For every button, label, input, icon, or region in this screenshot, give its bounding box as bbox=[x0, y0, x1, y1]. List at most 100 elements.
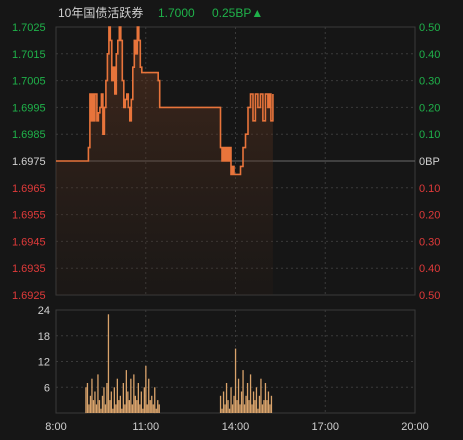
current-price: 1.7000 bbox=[158, 6, 195, 20]
volume-bar bbox=[85, 387, 87, 414]
volume-bar bbox=[149, 400, 151, 413]
left-tick-label: 1.6925 bbox=[12, 290, 46, 302]
volume-bar bbox=[251, 404, 253, 413]
x-tick-label: 20:00 bbox=[401, 421, 429, 433]
right-bp-axis: 0.50 0.40 0.30 0.20 0.10 0BP 0.10 0.20 0.30 0.40 0… bbox=[419, 22, 440, 302]
volume-bar bbox=[221, 408, 223, 413]
volume-bar bbox=[112, 408, 114, 413]
volume-bar bbox=[134, 395, 136, 413]
volume-bar bbox=[228, 408, 231, 413]
volume-bar bbox=[103, 387, 105, 414]
right-tick-label: 0.10 bbox=[419, 129, 440, 141]
price-area-fill bbox=[56, 27, 273, 295]
volume-bar bbox=[261, 404, 264, 413]
right-tick-label: 0.10 bbox=[419, 183, 440, 195]
volume-bar bbox=[227, 400, 229, 413]
volume-bar bbox=[239, 404, 241, 413]
volume-bar bbox=[115, 404, 117, 413]
volume-bar bbox=[242, 370, 244, 413]
x-tick-label: 8:00 bbox=[45, 421, 66, 433]
volume-bar bbox=[224, 404, 226, 413]
left-tick-label: 1.6935 bbox=[12, 263, 46, 275]
volume-bar bbox=[158, 404, 160, 413]
volume-axis: 24 18 12 6 bbox=[38, 305, 50, 394]
right-tick-label: 0.40 bbox=[419, 263, 440, 275]
right-tick-label: 0.20 bbox=[419, 210, 440, 222]
volume-bar bbox=[101, 395, 104, 413]
volume-bar bbox=[230, 387, 232, 414]
volume-bar bbox=[237, 378, 240, 413]
volume-bar bbox=[98, 400, 101, 413]
volume-bar bbox=[137, 383, 139, 413]
volume-bar bbox=[116, 378, 118, 413]
volume-bar bbox=[245, 395, 247, 413]
volume-bar bbox=[219, 395, 222, 413]
volume-bar bbox=[91, 378, 93, 413]
volume-bar bbox=[248, 400, 250, 413]
volume-bar bbox=[89, 395, 92, 413]
right-tick-label: 0.50 bbox=[419, 290, 440, 302]
volume-bar bbox=[233, 395, 235, 413]
left-tick-label: 1.6975 bbox=[12, 156, 46, 168]
volume-bar bbox=[109, 400, 111, 413]
left-tick-label: 1.7015 bbox=[12, 49, 46, 61]
volume-bar bbox=[139, 404, 141, 413]
volume-bar bbox=[104, 404, 107, 413]
volume-bar bbox=[119, 395, 121, 413]
volume-bar bbox=[152, 404, 154, 413]
volume-bars bbox=[85, 314, 273, 414]
volume-bar bbox=[128, 400, 130, 413]
volume-bar bbox=[122, 383, 124, 413]
volume-tick-label: 24 bbox=[38, 305, 50, 317]
instrument-name: 10年国债活跃券 bbox=[58, 5, 143, 20]
volume-bar bbox=[222, 391, 225, 413]
right-tick-label: 0.40 bbox=[419, 49, 440, 61]
volume-bar bbox=[88, 404, 90, 413]
volume-bar bbox=[94, 391, 96, 413]
left-tick-label: 1.7005 bbox=[12, 76, 46, 88]
volume-bar bbox=[118, 400, 120, 413]
volume-bar bbox=[258, 395, 261, 413]
volume-bar bbox=[100, 408, 102, 413]
x-tick-label: 11:00 bbox=[132, 421, 159, 433]
left-price-axis: 1.7025 1.7015 1.7005 1.6995 1.6985 1.6975 1.69… bbox=[12, 22, 46, 302]
volume-bar bbox=[240, 391, 243, 413]
volume-bar bbox=[157, 400, 159, 413]
right-tick-label: 0.20 bbox=[419, 102, 440, 114]
volume-bar bbox=[252, 391, 255, 413]
volume-bar bbox=[130, 378, 132, 413]
volume-bar bbox=[234, 348, 237, 413]
price-change: 0.25BP▲ bbox=[212, 6, 263, 20]
volume-bar bbox=[246, 383, 249, 413]
left-tick-label: 1.6985 bbox=[12, 129, 46, 141]
volume-bar bbox=[113, 387, 115, 414]
volume-bar bbox=[267, 391, 270, 413]
volume-bar bbox=[127, 391, 129, 413]
volume-bar bbox=[264, 383, 267, 413]
price-line bbox=[56, 26, 274, 176]
right-tick-label: 0.50 bbox=[419, 22, 440, 34]
volume-bar bbox=[148, 378, 150, 413]
volume-bar bbox=[133, 374, 135, 413]
volume-bar bbox=[151, 395, 153, 413]
left-tick-label: 1.6955 bbox=[12, 210, 46, 222]
volume-bar bbox=[95, 404, 98, 413]
volume-bar bbox=[236, 400, 238, 413]
volume-bar bbox=[155, 408, 157, 413]
volume-bar bbox=[110, 391, 112, 413]
right-tick-label: 0.30 bbox=[419, 236, 440, 248]
volume-bar bbox=[231, 404, 234, 413]
volume-bar bbox=[107, 314, 110, 413]
volume-bar bbox=[97, 374, 99, 413]
volume-bar bbox=[146, 404, 148, 413]
right-tick-label: 0.30 bbox=[419, 76, 440, 88]
volume-bar bbox=[257, 408, 259, 413]
volume-bar bbox=[154, 387, 156, 414]
left-tick-label: 1.7025 bbox=[12, 22, 46, 34]
left-tick-label: 1.6945 bbox=[12, 236, 46, 248]
volume-bar bbox=[131, 404, 133, 413]
volume-tick-label: 6 bbox=[44, 382, 50, 394]
x-tick-label: 14:00 bbox=[222, 421, 250, 433]
volume-bar bbox=[255, 387, 258, 414]
